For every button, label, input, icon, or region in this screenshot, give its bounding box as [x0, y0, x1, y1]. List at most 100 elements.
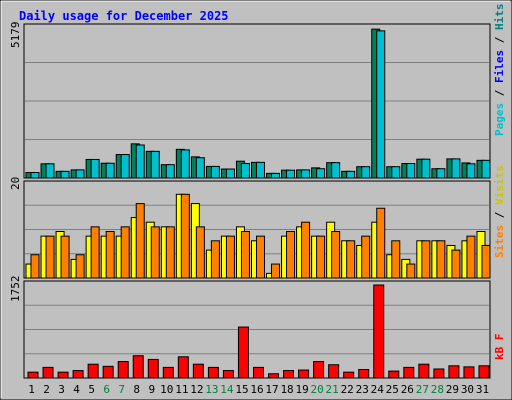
- x-tick-label: 28: [431, 383, 444, 396]
- bar-kb-f-day-17: [268, 373, 280, 379]
- x-tick-label: 10: [160, 383, 173, 396]
- bar-kb-f-day-24: [373, 284, 385, 379]
- bar-sites-day-27: [421, 240, 431, 279]
- bar-sites-day-19: [301, 221, 311, 279]
- bar-files-day-17: [271, 172, 281, 179]
- x-tick-label: 2: [43, 383, 50, 396]
- bar-kb-f-day-19: [298, 369, 310, 379]
- bar-kb-f-day-30: [463, 366, 475, 379]
- bar-kb-f-day-15: [237, 326, 249, 379]
- bar-sites-day-1: [30, 254, 40, 279]
- bar-files-day-8: [135, 144, 145, 179]
- x-tick-label: 23: [356, 383, 369, 396]
- x-tick-label: 22: [341, 383, 354, 396]
- bar-kb-f-day-21: [328, 364, 340, 379]
- bar-sites-day-12: [195, 226, 205, 279]
- x-tick-label: 30: [461, 383, 474, 396]
- bar-files-day-16: [255, 161, 265, 179]
- bar-files-day-12: [195, 157, 205, 179]
- bar-sites-day-9: [150, 226, 160, 279]
- bar-sites-day-16: [255, 235, 265, 279]
- legend-kb: kB F: [493, 334, 506, 361]
- x-tick-label: 25: [386, 383, 399, 396]
- bar-kb-f-day-5: [87, 363, 99, 379]
- bar-files-day-22: [346, 170, 356, 179]
- legend-separator: /: [493, 83, 506, 103]
- bar-files-day-14: [225, 168, 235, 179]
- panel-kb: 1752: [9, 276, 491, 379]
- bar-sites-day-6: [105, 231, 115, 279]
- bar-sites-day-2: [45, 235, 55, 279]
- legend-separator: /: [493, 30, 506, 50]
- x-tick-label: 1: [28, 383, 35, 396]
- bar-kb-f-day-20: [313, 361, 325, 379]
- legend-hits: Hits: [493, 4, 506, 31]
- bar-files-day-21: [331, 162, 341, 179]
- bar-sites-day-29: [451, 249, 461, 279]
- legend-kbf: kB F: [493, 334, 506, 361]
- bar-files-day-31: [481, 159, 491, 179]
- y-max-label: 5179: [9, 22, 22, 49]
- panel-pages-files-hits: 5179: [9, 22, 491, 179]
- bar-kb-f-day-29: [448, 365, 460, 379]
- bar-kb-f-day-13: [207, 366, 219, 379]
- bar-sites-day-31: [481, 244, 491, 279]
- bar-sites-day-10: [165, 226, 175, 279]
- x-tick-label: 29: [446, 383, 459, 396]
- bar-kb-f-day-16: [252, 366, 264, 379]
- bar-kb-f-day-23: [358, 369, 370, 379]
- bar-files-day-11: [180, 149, 190, 179]
- bar-sites-day-18: [286, 231, 296, 279]
- y-max-label: 1752: [9, 276, 22, 303]
- x-tick-label: 11: [175, 383, 188, 396]
- bar-kb-f-day-28: [433, 368, 445, 379]
- x-tick-label: 15: [235, 383, 248, 396]
- legend-sites: Sites: [493, 225, 506, 258]
- legend-visits: Visits: [493, 165, 506, 205]
- bar-files-day-20: [316, 168, 326, 179]
- bar-files-day-28: [436, 168, 446, 179]
- x-tick-label: 12: [190, 383, 203, 396]
- panel-visits-sites: 20: [9, 177, 491, 279]
- bar-kb-f-day-14: [222, 370, 234, 379]
- bar-kb-f-day-4: [72, 370, 84, 379]
- bar-kb-f-day-18: [283, 370, 295, 379]
- bar-sites-day-15: [240, 231, 250, 279]
- x-tick-label: 14: [220, 383, 234, 396]
- x-tick-label: 24: [371, 383, 385, 396]
- x-tick-label: 6: [103, 383, 110, 396]
- legend-files: Files: [493, 50, 506, 83]
- bar-sites-day-28: [436, 240, 446, 279]
- x-tick-label: 17: [265, 383, 278, 396]
- bar-files-day-15: [240, 163, 250, 179]
- bar-files-day-23: [361, 166, 371, 179]
- x-tick-label: 8: [133, 383, 140, 396]
- x-tick-label: 3: [58, 383, 65, 396]
- chart-title: Daily usage for December 2025: [19, 9, 229, 23]
- bar-sites-day-17: [271, 263, 281, 279]
- bar-files-day-30: [466, 163, 476, 179]
- bar-files-day-7: [120, 154, 130, 179]
- bar-files-day-13: [210, 165, 220, 179]
- bar-files-day-19: [301, 169, 311, 179]
- bar-files-day-9: [150, 150, 160, 179]
- bar-kb-f-day-1: [27, 371, 39, 379]
- x-tick-label: 31: [476, 383, 489, 396]
- bar-files-day-18: [286, 169, 296, 179]
- bar-kb-f-day-27: [418, 363, 430, 379]
- bar-kb-f-day-31: [478, 365, 490, 379]
- bar-kb-f-day-9: [147, 358, 159, 379]
- legend-separator: /: [493, 205, 506, 225]
- bar-sites-day-21: [331, 231, 341, 279]
- bar-sites-day-8: [135, 203, 145, 279]
- y-max-label: 20: [9, 177, 22, 190]
- bar-sites-day-22: [346, 240, 356, 279]
- bar-files-day-10: [165, 164, 175, 179]
- bar-files-day-26: [406, 163, 416, 179]
- legend-pages: Pages: [493, 103, 506, 136]
- x-tick-label: 13: [205, 383, 218, 396]
- bar-files-day-27: [421, 158, 431, 179]
- bar-sites-day-30: [466, 235, 476, 279]
- bar-kb-f-day-7: [117, 361, 129, 379]
- bar-kb-f-day-8: [132, 355, 144, 379]
